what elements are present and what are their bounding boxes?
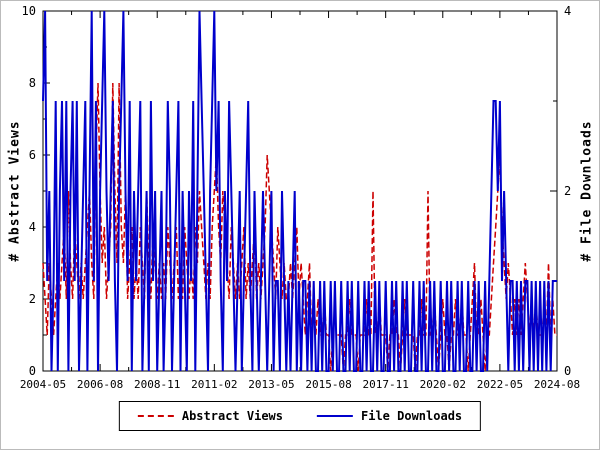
x-tick-label: 2004-05	[20, 378, 66, 391]
legend: Abstract Views File Downloads	[118, 401, 482, 431]
left-tick-label: 6	[29, 148, 36, 162]
legend-label-file-downloads: File Downloads	[361, 409, 463, 423]
left-tick-label: 0	[29, 364, 36, 378]
x-tick-label: 2008-11	[134, 378, 180, 391]
x-tick-label: 2017-11	[362, 378, 408, 391]
series-line-file-downloads	[42, 10, 557, 372]
right-tick-label: 4	[564, 4, 571, 18]
legend-entry-file-downloads: File Downloads	[317, 409, 462, 423]
left-axis-label: # Abstract Views	[7, 120, 23, 262]
x-tick-label: 2013-05	[248, 378, 294, 391]
series-line-abstract-views	[42, 82, 557, 372]
x-tick-label: 2022-05	[477, 378, 523, 391]
left-tick-label: 10	[22, 4, 36, 18]
right-axis-label: # File Downloads	[579, 120, 595, 262]
abstract-views-line-sample	[137, 415, 174, 417]
left-tick-label: 4	[29, 220, 36, 234]
right-tick-label: 2	[564, 184, 571, 198]
plot-area: 0 2 4 6 8 10 0 2 4 2004-05 2006-08 2008-11 2011-02 20…	[20, 4, 580, 391]
x-tick-label: 2024-08	[534, 378, 580, 391]
file-downloads-line-sample	[317, 415, 353, 417]
right-tick-label: 0	[564, 364, 571, 378]
x-tick-label: 2011-02	[191, 378, 237, 391]
x-tick-label: 2015-08	[305, 378, 351, 391]
left-tick-label: 8	[29, 76, 36, 90]
x-tick-label: 2006-08	[77, 378, 123, 391]
left-tick-label: 2	[29, 292, 36, 306]
legend-entry-abstract-views: Abstract Views	[137, 409, 283, 423]
legend-label-abstract-views: Abstract Views	[181, 409, 283, 423]
x-tick-label: 2020-02	[420, 378, 466, 391]
